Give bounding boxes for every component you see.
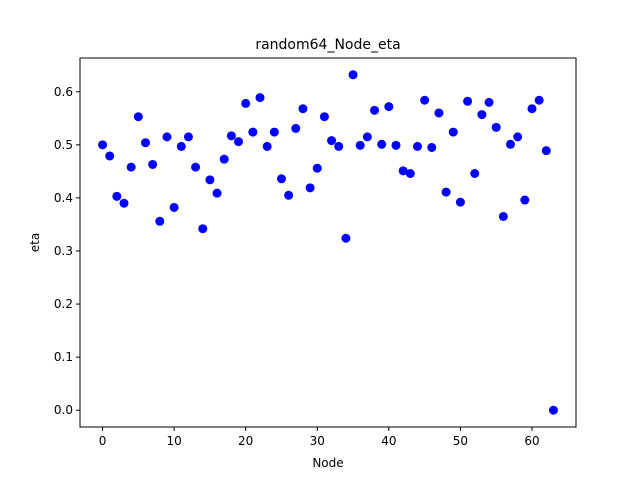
- data-point: [269, 127, 279, 137]
- data-point: [377, 139, 387, 149]
- data-point: [534, 95, 544, 105]
- data-point: [420, 95, 430, 105]
- data-point: [305, 183, 315, 193]
- data-point: [226, 131, 236, 141]
- data-point: [477, 110, 487, 120]
- data-point: [341, 233, 351, 243]
- data-point: [412, 141, 422, 151]
- x-axis-label: Node: [312, 456, 343, 470]
- data-point: [205, 175, 215, 185]
- data-point: [498, 211, 508, 221]
- y-tick-label: 0.4: [54, 191, 73, 205]
- y-axis-label: eta: [28, 233, 42, 252]
- y-tick-label: 0.5: [54, 138, 73, 152]
- data-point: [241, 98, 251, 108]
- data-point: [513, 132, 523, 142]
- data-point: [391, 140, 401, 150]
- data-point: [212, 188, 222, 198]
- data-point: [119, 198, 129, 208]
- data-point: [355, 140, 365, 150]
- data-point: [198, 224, 208, 234]
- data-point: [219, 154, 229, 164]
- data-point: [484, 97, 494, 107]
- data-point: [434, 108, 444, 118]
- data-point: [319, 112, 329, 122]
- data-point: [448, 127, 458, 137]
- data-point: [491, 122, 501, 132]
- data-point: [334, 141, 344, 151]
- x-tick-label: 50: [453, 434, 468, 448]
- axis-ticks: 0 10 20 30 40 50 60 0.0 0.1 0.2 0.3 0.4 0.5 0.6: [54, 85, 540, 448]
- data-point: [126, 162, 136, 172]
- data-point: [276, 174, 286, 184]
- y-tick-label: 0.1: [54, 350, 73, 364]
- data-point: [348, 70, 358, 80]
- data-point: [362, 132, 372, 142]
- chart-title: random64_Node_eta: [255, 37, 400, 53]
- data-point: [98, 140, 108, 150]
- data-point: [155, 216, 165, 226]
- plot-frame: [79, 57, 577, 428]
- data-point: [169, 202, 179, 212]
- data-point: [541, 146, 551, 156]
- x-tick-label: 30: [310, 434, 325, 448]
- data-point: [176, 141, 186, 151]
- data-point: [327, 136, 337, 146]
- data-point: [183, 132, 193, 142]
- data-point: [248, 127, 258, 137]
- data-point: [455, 197, 465, 207]
- y-tick-label: 0.3: [54, 244, 73, 258]
- data-point: [140, 138, 150, 148]
- data-point: [520, 195, 530, 205]
- data-point: [463, 96, 473, 106]
- data-point: [255, 93, 265, 103]
- data-point: [506, 139, 516, 149]
- data-point: [291, 123, 301, 133]
- data-point: [370, 105, 380, 115]
- data-point: [191, 162, 201, 172]
- data-point: [384, 102, 394, 112]
- data-point: [262, 141, 272, 151]
- data-point: [398, 166, 408, 176]
- data-points: [98, 70, 558, 415]
- data-point: [312, 163, 322, 173]
- data-point: [470, 168, 480, 178]
- data-point: [548, 405, 558, 415]
- x-tick-label: 60: [524, 434, 539, 448]
- data-point: [148, 159, 158, 169]
- y-tick-label: 0.2: [54, 297, 73, 311]
- data-point: [427, 142, 437, 152]
- data-point: [112, 191, 122, 201]
- x-tick-label: 20: [238, 434, 253, 448]
- data-point: [234, 137, 244, 147]
- data-point: [527, 104, 537, 114]
- data-point: [162, 132, 172, 142]
- data-point: [441, 187, 451, 197]
- x-tick-label: 0: [99, 434, 107, 448]
- data-point: [284, 190, 294, 200]
- x-tick-label: 10: [166, 434, 181, 448]
- y-tick-label: 0.0: [54, 403, 73, 417]
- y-tick-label: 0.6: [54, 85, 73, 99]
- data-point: [298, 104, 308, 114]
- data-point: [133, 112, 143, 122]
- data-point: [105, 151, 115, 161]
- x-tick-label: 40: [381, 434, 396, 448]
- data-point: [405, 168, 415, 178]
